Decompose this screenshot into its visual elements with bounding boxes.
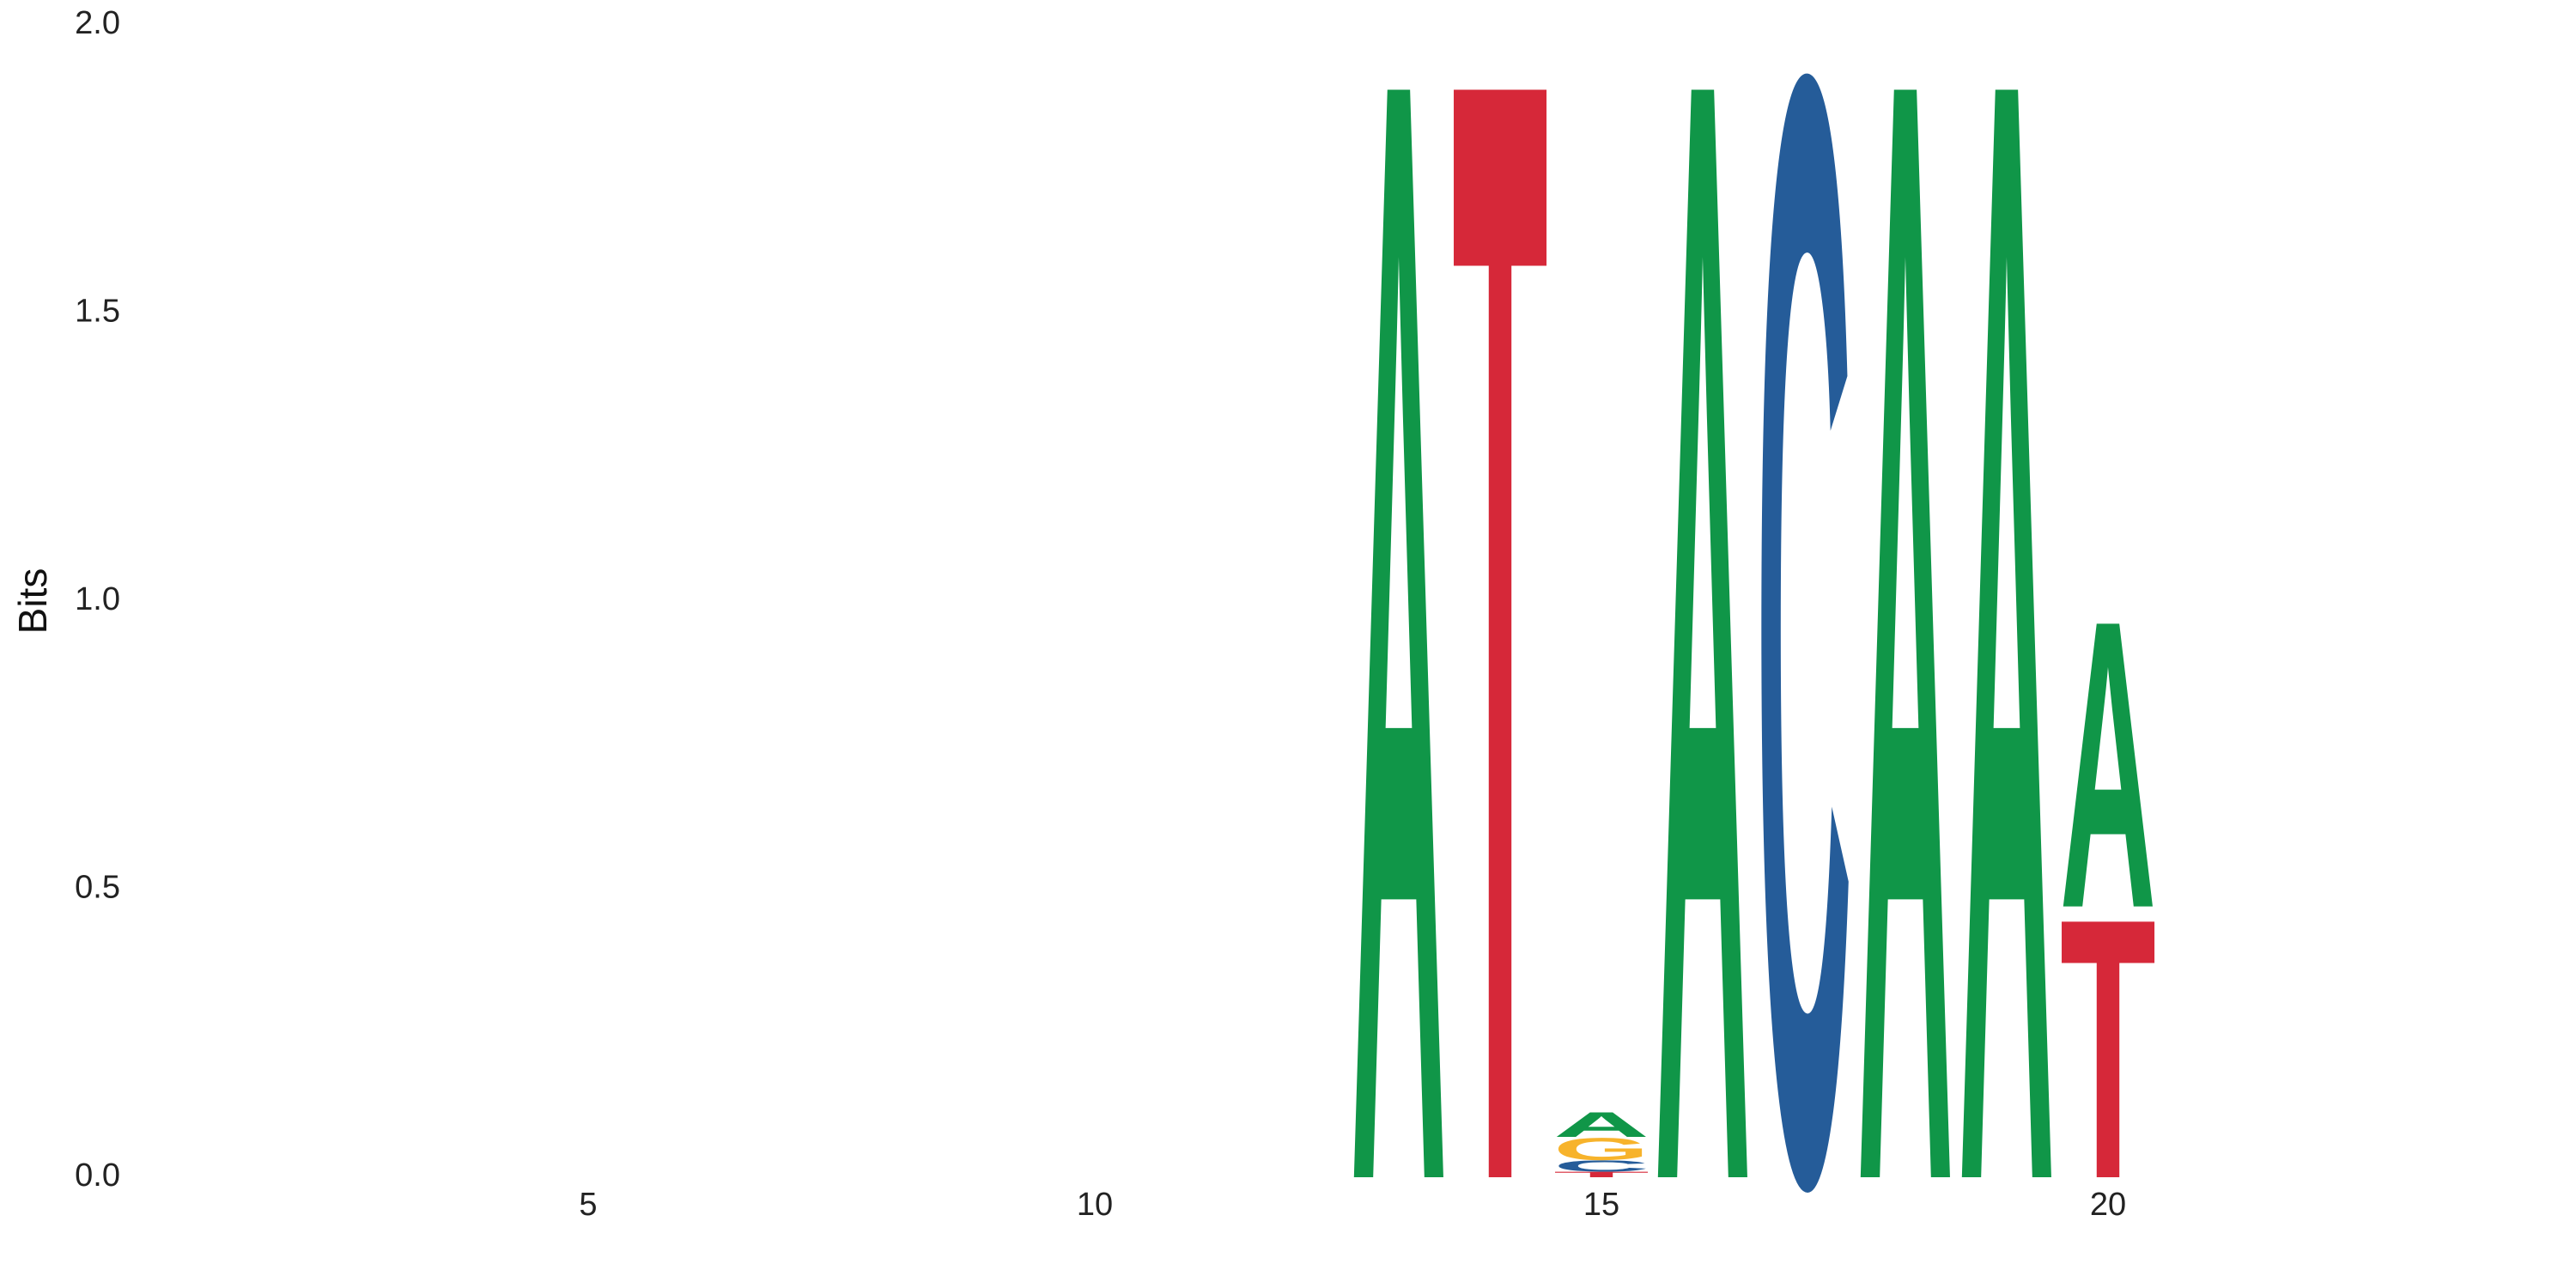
y-tick-label: 2.0 [75, 5, 120, 41]
x-tick-label: 15 [1583, 1187, 1619, 1223]
y-axis-label: Bits [10, 568, 55, 635]
y-tick-label: 1.5 [75, 294, 120, 330]
letter-glyph: T [1452, 0, 1548, 1288]
x-tick-label: 20 [2090, 1187, 2126, 1223]
letter-glyph: C [1756, 0, 1852, 1288]
letter-glyph: A [1351, 0, 1447, 1288]
letter-glyph: A [1959, 0, 2055, 1288]
x-tick-label: 10 [1077, 1187, 1113, 1223]
letter-glyph: A [1655, 0, 1751, 1288]
x-tick-label: 5 [579, 1187, 597, 1223]
letter-glyph: A [1857, 0, 1953, 1288]
letter-glyph: A [1553, 1105, 1649, 1145]
letter-glyph: T [1553, 1170, 1649, 1179]
letter-glyph: G [1553, 1132, 1649, 1167]
y-tick-label: 1.0 [75, 581, 120, 617]
y-tick-label: 0.5 [75, 870, 120, 906]
letter-glyph: A [2060, 536, 2156, 994]
letter-glyph: T [2060, 841, 2156, 1256]
letter-glyph: C [1553, 1157, 1649, 1175]
y-tick-label: 0.0 [75, 1157, 120, 1194]
